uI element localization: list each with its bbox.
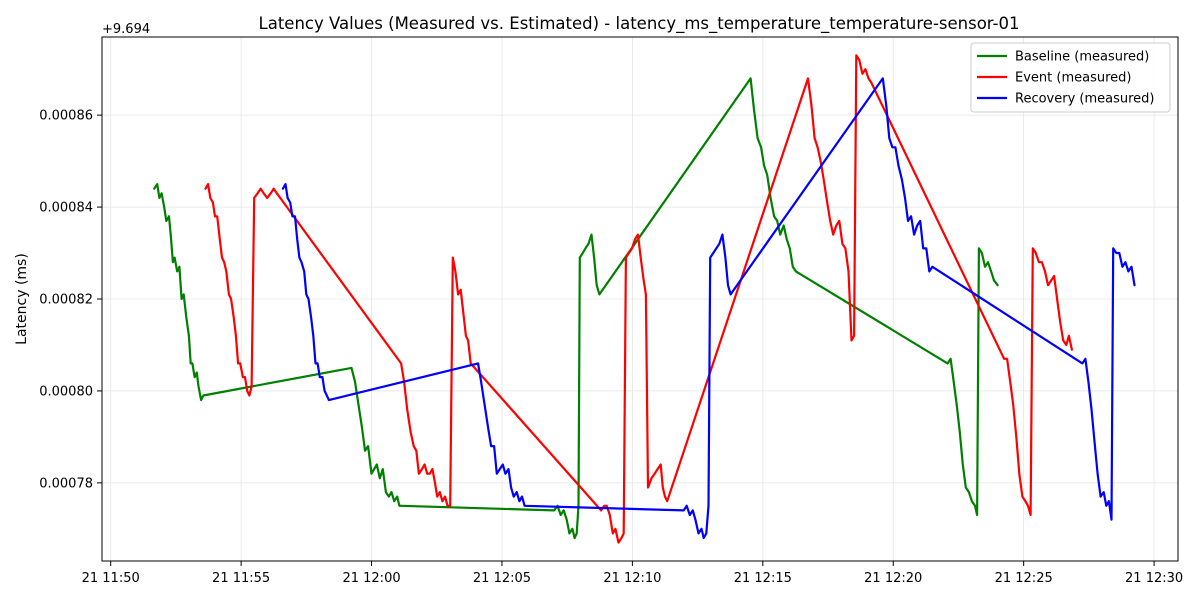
x-tick-label: 21 11:55: [212, 571, 270, 586]
x-tick-label: 21 12:05: [473, 571, 531, 586]
legend: Baseline (measured) Event (measured) Recov…: [970, 42, 1171, 113]
y-tick-label: 0.00082: [39, 293, 93, 308]
series-lines: [153, 54, 1136, 544]
chart-title: Latency Values (Measured vs. Estimated) …: [259, 14, 1020, 34]
x-tick-label: 21 11:50: [82, 571, 140, 586]
x-tick-label: 21 12:10: [603, 571, 661, 586]
y-tick-label: 0.00086: [39, 109, 93, 124]
legend-label: Baseline (measured): [1015, 50, 1149, 65]
y-tick-label: 0.00084: [39, 201, 93, 216]
legend-label: Recovery (measured): [1015, 92, 1155, 107]
series-line-recovery-measured: [281, 77, 1136, 540]
legend-box: [970, 42, 1171, 113]
x-tick-label: 21 12:25: [995, 571, 1053, 586]
y-tick-label: 0.00078: [39, 476, 93, 491]
legend-label: Event (measured): [1015, 71, 1131, 86]
x-tick-label: 21 12:15: [734, 571, 792, 586]
y-tick-label: 0.00080: [39, 384, 93, 399]
y-axis-label: Latency (ms): [14, 253, 30, 345]
y-axis-offset-label: +9.694: [102, 22, 150, 37]
axis-ticks: 21 11:50 21 11:55 21 12:00 21 12:05 21 12:10…: [39, 109, 1183, 586]
x-tick-label: 21 12:00: [342, 571, 400, 586]
x-tick-label: 21 12:20: [864, 571, 922, 586]
grid-lines: [102, 37, 1178, 561]
series-line-baseline-measured: [153, 77, 999, 540]
series-line-event-measured: [204, 54, 1074, 544]
x-tick-label: 21 12:30: [1125, 571, 1183, 586]
